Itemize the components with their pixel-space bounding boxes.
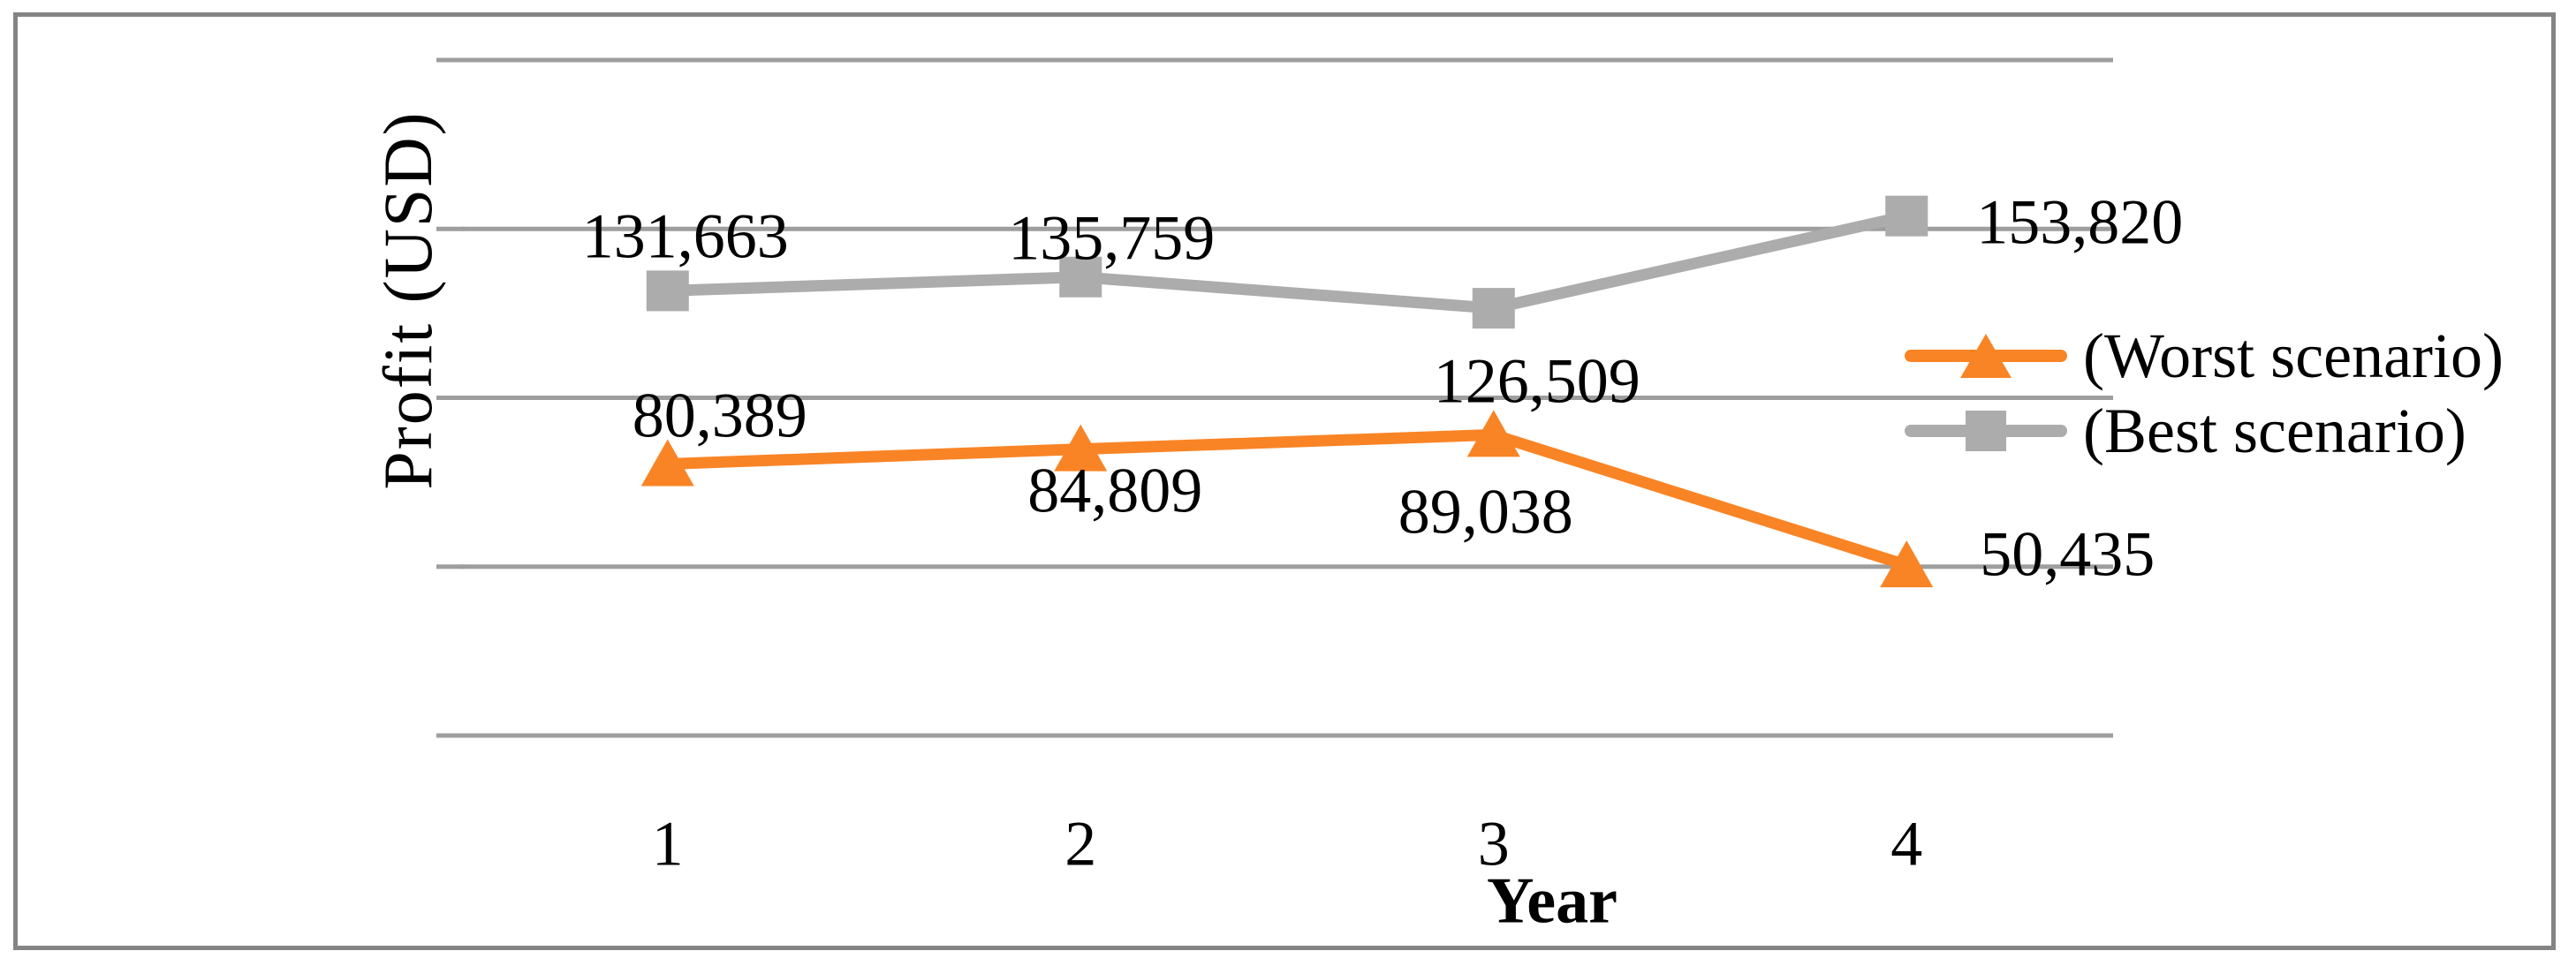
triangle-marker-icon (1054, 424, 1108, 472)
x-axis-title: Year (1487, 864, 1618, 938)
series-line-best (662, 210, 1913, 314)
legend-label-best: (Best scenario) (2083, 395, 2466, 466)
x-tick-label: 3 (1477, 808, 1510, 879)
legend-label-worst: (Worst scenario) (2083, 320, 2504, 391)
x-tick-label: 2 (1064, 808, 1097, 879)
legend-swatch-best (1905, 389, 2074, 472)
triangle-marker-icon (1880, 540, 1934, 588)
legend-item-worst-scenario: (Worst scenario) (1905, 314, 2504, 397)
square-marker-icon (1472, 288, 1515, 329)
triangle-marker-icon (1466, 410, 1520, 457)
data-label: 126,509 (1433, 345, 1640, 417)
data-label: 84,809 (1027, 455, 1203, 526)
data-label: 80,389 (632, 380, 807, 450)
x-tick-label: 1 (651, 808, 684, 879)
legend-swatch-worst (1905, 314, 2074, 397)
square-marker-icon (1059, 256, 1102, 298)
legend-item-best-scenario: (Best scenario) (1905, 389, 2466, 472)
y-axis-title: Profit (USD) (369, 110, 446, 490)
square-marker-icon (1885, 195, 1928, 237)
data-label: 135,759 (1008, 202, 1216, 274)
square-marker-icon (646, 270, 689, 312)
square-marker-icon (1966, 411, 2006, 451)
triangle-marker-icon (1960, 334, 2012, 378)
triangle-marker-icon (640, 439, 694, 487)
figure-border (13, 12, 2556, 950)
data-label: 89,038 (1398, 476, 1573, 547)
data-label: 50,435 (1980, 518, 2156, 590)
series-line-worst (662, 428, 1913, 571)
data-label: 153,820 (1976, 186, 2184, 258)
x-tick-label: 4 (1890, 808, 1923, 879)
data-label: 131,663 (581, 200, 789, 272)
